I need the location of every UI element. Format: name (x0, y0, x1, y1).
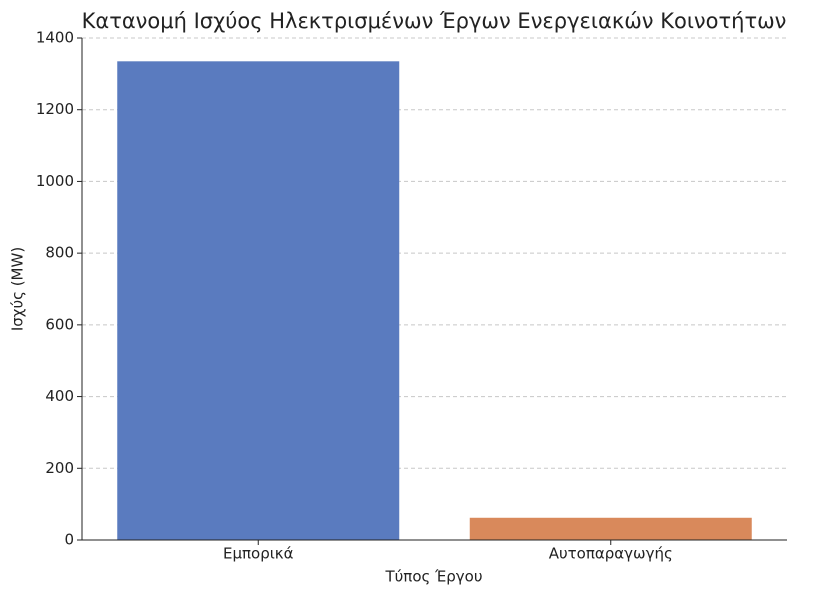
x-tick-label: Αυτοπαραγωγής (549, 545, 673, 563)
bar (117, 61, 400, 541)
y-tick-label: 800 (45, 244, 74, 262)
y-tick-label: 0 (64, 531, 74, 549)
y-tick-label: 200 (45, 459, 74, 477)
x-axis-label: Τύπος Έργου (384, 568, 482, 586)
y-tick-label: 1400 (36, 29, 74, 47)
y-axis-label: Ισχύς (MW) (9, 247, 27, 331)
y-tick-label: 600 (45, 315, 74, 333)
y-tick-label: 400 (45, 387, 74, 405)
x-tick-label: Εμπορικά (223, 545, 294, 563)
chart-title: Κατανομή Ισχύος Ηλεκτρισμένων Έργων Ενερ… (82, 9, 787, 33)
y-tick-label: 1200 (36, 100, 74, 118)
y-tick-label: 1000 (36, 172, 74, 190)
bar (469, 517, 752, 540)
